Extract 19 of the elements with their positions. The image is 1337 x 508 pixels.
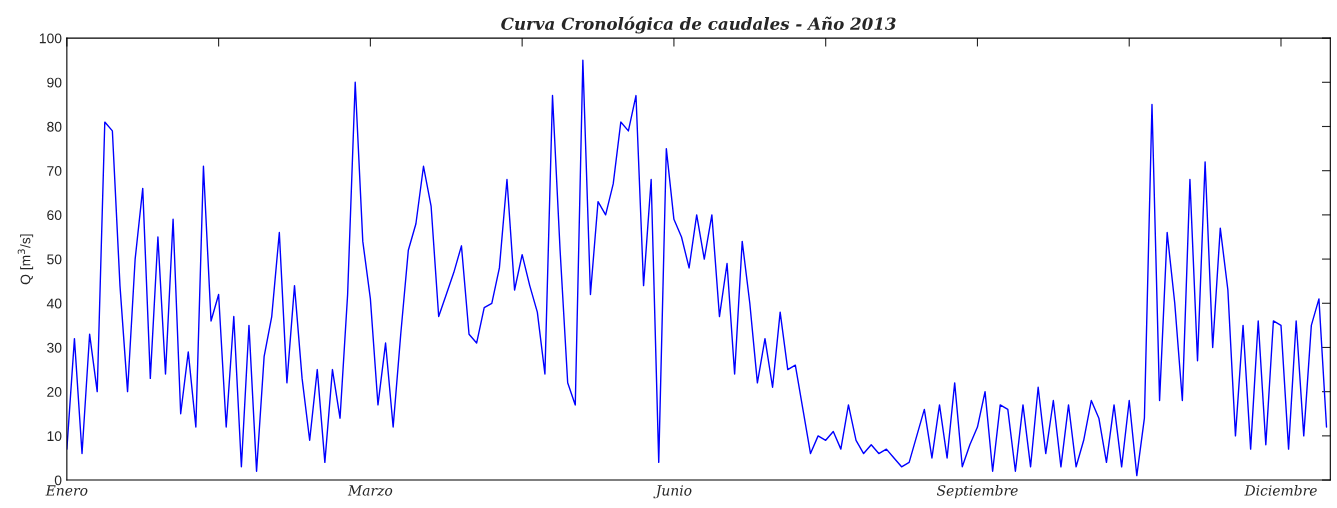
x-tick-label: Marzo bbox=[347, 485, 393, 496]
x-tick-label: Septiembre bbox=[936, 484, 1018, 499]
x-tick-label: Junio bbox=[653, 485, 692, 499]
line-series bbox=[66, 59, 1328, 477]
y-tick-label: 100 bbox=[39, 33, 62, 44]
y-tick-label: 20 bbox=[47, 387, 62, 397]
x-tick-label: Diciembre bbox=[1244, 484, 1317, 496]
y-axis-title: Q [m$^{3}$/s] bbox=[17, 234, 34, 285]
y-tick-label: 80 bbox=[47, 121, 62, 132]
x-tick-label: Enero bbox=[45, 485, 88, 496]
y-tick-label: 30 bbox=[47, 342, 62, 353]
y-tick-label: 10 bbox=[47, 431, 62, 442]
y-tick-label: 90 bbox=[47, 77, 62, 88]
y-tick-label: 40 bbox=[46, 298, 62, 309]
y-tick-label: 0 bbox=[54, 475, 62, 486]
y-tick-label: 60 bbox=[47, 210, 62, 221]
y-tick-label: 50 bbox=[47, 254, 62, 265]
y-tick-label: 70 bbox=[47, 166, 62, 176]
chart-title: Curva Cronológica de caudales - Año 2013 bbox=[501, 16, 896, 34]
